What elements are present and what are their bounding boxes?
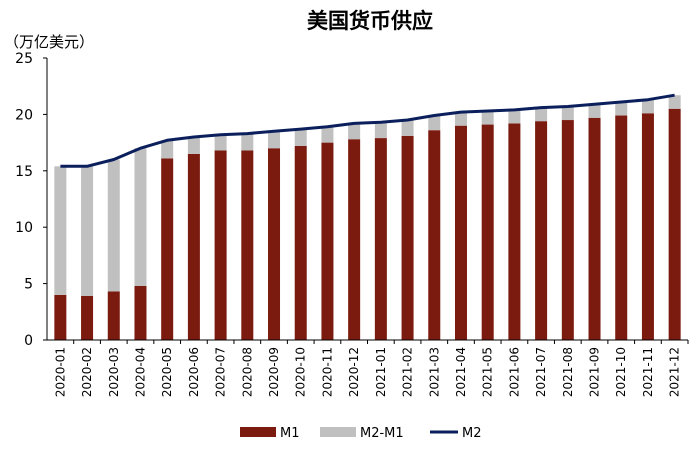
- x-tick-label: 2021-07: [534, 347, 548, 397]
- bar-m2-m1: [641, 99, 654, 114]
- x-tick-label: 2020-06: [187, 347, 201, 397]
- bar-m2-m1: [348, 123, 361, 140]
- bar-m1: [107, 291, 120, 340]
- legend-label-m2-m1: M2-M1: [360, 426, 404, 441]
- x-tick-label: 2020-01: [53, 347, 67, 397]
- y-tick-label: 5: [24, 277, 33, 293]
- bar-m2-m1: [187, 136, 200, 154]
- x-tick-label: 2021-11: [641, 347, 655, 397]
- bar-m2-m1: [54, 166, 67, 295]
- x-tick-label: 2021-12: [668, 347, 682, 397]
- x-tick-label: 2020-07: [214, 347, 228, 397]
- bar-m2-m1: [508, 109, 521, 124]
- x-tick-label: 2021-04: [454, 347, 468, 397]
- bar-m2-m1: [428, 115, 441, 131]
- bar-m2-m1: [588, 104, 601, 118]
- bar-m1: [321, 142, 334, 340]
- bar-m2-m1: [81, 166, 94, 297]
- bar-m2-m1: [107, 159, 120, 292]
- bar-m2-m1: [134, 148, 147, 286]
- y-tick-label: 0: [24, 333, 33, 349]
- x-tick-label: 2021-02: [401, 347, 415, 397]
- legend-swatch-m1: [240, 427, 276, 437]
- bar-m1: [294, 145, 307, 340]
- bar-m2-m1: [241, 133, 254, 151]
- y-tick-label: 10: [15, 220, 33, 236]
- line-layer: [60, 93, 675, 168]
- bar-m1: [54, 294, 67, 340]
- x-tick-label: 2020-11: [320, 347, 334, 397]
- series-line-m2: [60, 93, 675, 168]
- x-tick-label: 2021-01: [374, 347, 388, 397]
- x-tick-label: 2020-12: [347, 347, 361, 397]
- bar-m2-m1: [374, 122, 387, 139]
- y-tick-label: 25: [15, 51, 33, 67]
- bar-m2-m1: [454, 112, 467, 126]
- bar-m1: [161, 158, 174, 340]
- bar-m1: [481, 124, 494, 340]
- x-tick-label: 2021-03: [427, 347, 441, 397]
- x-tick-label: 2020-09: [267, 347, 281, 397]
- x-tick-label: 2020-10: [294, 347, 308, 397]
- x-tick-label: 2021-08: [561, 347, 575, 397]
- axes-layer: 0 5 10 15 20 25 2020-01 2020-02 2020-03 2020-04 20…: [15, 51, 689, 397]
- x-tick-label: 2020-05: [160, 347, 174, 397]
- x-tick-label: 2021-05: [481, 347, 495, 397]
- legend-label-m2: M2: [462, 426, 482, 441]
- y-tick-label: 15: [15, 164, 33, 180]
- bar-m1: [348, 139, 361, 340]
- bar-m2-m1: [321, 126, 334, 143]
- bar-m1: [401, 135, 414, 340]
- bar-m1: [134, 285, 147, 340]
- y-axis-unit-label: （万亿美元）: [4, 33, 94, 51]
- legend-label-m1: M1: [280, 426, 300, 441]
- bar-m2-m1: [535, 107, 548, 122]
- bar-m2-m1: [401, 120, 414, 136]
- bar-m1: [241, 150, 254, 340]
- bar-m1: [668, 108, 681, 340]
- bars-layer: [54, 95, 681, 341]
- x-tick-label: 2021-10: [614, 347, 628, 397]
- bar-m1: [374, 138, 387, 340]
- x-tick-label: 2020-02: [80, 347, 94, 397]
- legend-swatch-m2-m1: [320, 427, 356, 437]
- x-tick-label: 2021-09: [588, 347, 602, 397]
- bar-m1: [187, 153, 200, 340]
- x-tick-label: 2020-03: [107, 347, 121, 397]
- bar-m1: [561, 120, 574, 340]
- bar-m2-m1: [214, 134, 227, 151]
- bar-m2-m1: [481, 111, 494, 125]
- legend: M1 M2-M1 M2: [240, 426, 482, 441]
- bar-m2-m1: [561, 106, 574, 121]
- bar-m1: [268, 148, 281, 340]
- bar-m1: [641, 113, 654, 340]
- bar-m1: [454, 125, 467, 341]
- x-tick-label: 2020-08: [240, 347, 254, 397]
- bar-m2-m1: [268, 131, 281, 149]
- bar-m2-m1: [668, 95, 681, 109]
- bar-m1: [615, 115, 628, 340]
- bar-m1: [214, 150, 227, 340]
- bar-m1: [535, 121, 548, 340]
- bar-m1: [428, 130, 441, 340]
- x-tick-label: 2021-06: [507, 347, 521, 397]
- y-tick-label: 20: [15, 107, 33, 123]
- bar-m2-m1: [615, 101, 628, 116]
- bar-m1: [588, 117, 601, 340]
- bar-m2-m1: [294, 129, 307, 146]
- bar-m1: [81, 296, 94, 340]
- bar-m1: [508, 123, 521, 340]
- bar-m2-m1: [161, 140, 174, 159]
- x-tick-label: 2020-04: [133, 347, 147, 397]
- chart-title: 美国货币供应: [307, 9, 433, 33]
